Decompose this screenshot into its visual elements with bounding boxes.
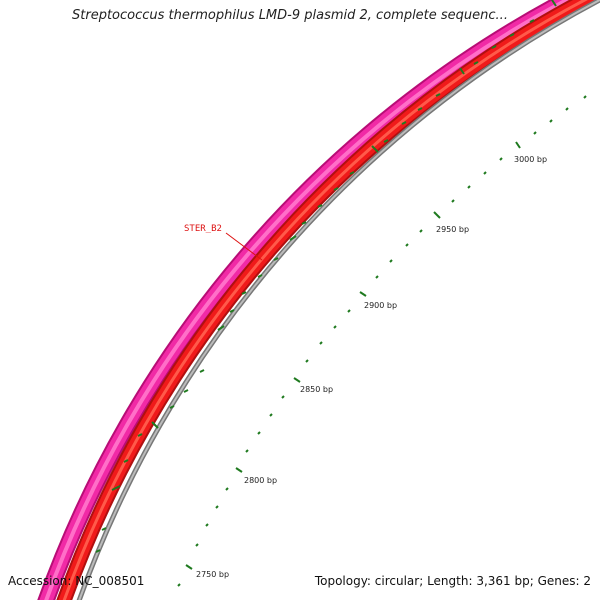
outer-tick bbox=[529, 19, 535, 23]
ruler-tick bbox=[257, 431, 261, 435]
ruler-tick bbox=[269, 413, 273, 417]
ruler-tick bbox=[565, 107, 569, 111]
ruler-tick bbox=[245, 449, 249, 453]
outer-tick bbox=[401, 121, 407, 125]
bp-tick-label-2800: 2800 bp bbox=[244, 476, 277, 485]
ruler-tick bbox=[419, 229, 423, 233]
ruler-tick bbox=[549, 119, 553, 123]
ruler-tick bbox=[305, 359, 309, 363]
outer-tick bbox=[417, 107, 423, 111]
outer-tick bbox=[301, 221, 307, 225]
outer-tick bbox=[217, 325, 225, 331]
backbone-ring bbox=[76, 0, 600, 600]
ruler-tick bbox=[281, 395, 285, 399]
ruler-tick bbox=[359, 291, 367, 297]
ruler-tick bbox=[185, 564, 193, 570]
ruler-tick bbox=[467, 185, 471, 189]
ruler-tick bbox=[451, 199, 455, 203]
outer-tick bbox=[241, 291, 247, 295]
ruler-tick bbox=[483, 171, 487, 175]
bp-tick-label-2950: 2950 bp bbox=[436, 225, 469, 234]
outer-tick bbox=[229, 309, 235, 313]
ruler-tick bbox=[405, 243, 409, 247]
feature-label[interactable]: STER_B2 bbox=[184, 224, 222, 234]
outer-tick bbox=[137, 433, 143, 437]
ruler-tick bbox=[177, 583, 181, 587]
outer-tick bbox=[101, 527, 107, 531]
outer-tick bbox=[509, 33, 515, 37]
outer-tick-marks bbox=[95, 0, 557, 553]
feature-ring-inner[interactable] bbox=[58, 0, 600, 600]
ruler-tick bbox=[389, 259, 393, 263]
outer-tick bbox=[349, 171, 355, 175]
feature-ring-outer[interactable] bbox=[39, 0, 590, 600]
feature-ring-inner-highlight bbox=[62, 0, 588, 600]
outer-tick bbox=[383, 139, 389, 143]
outer-tick bbox=[95, 549, 101, 553]
outer-tick bbox=[459, 67, 465, 75]
outer-tick bbox=[257, 274, 263, 278]
bp-tick-label-2750: 2750 bp bbox=[196, 570, 229, 579]
ruler-tick bbox=[433, 211, 441, 219]
outer-tick bbox=[123, 459, 129, 463]
feature-ring-outer-edge bbox=[37, 0, 586, 600]
ruler-tick bbox=[347, 309, 351, 313]
map-title: Streptococcus thermophilus LMD-9 plasmid… bbox=[72, 8, 508, 23]
ruler-tick bbox=[499, 157, 503, 161]
feature-ring-outer-highlight bbox=[44, 0, 572, 600]
outer-tick bbox=[289, 235, 297, 241]
outer-tick bbox=[183, 389, 189, 393]
outer-tick bbox=[473, 61, 479, 65]
outer-tick bbox=[435, 93, 441, 97]
inner-ruler-ticks bbox=[177, 95, 587, 587]
topology-info: Topology: circular; Length: 3,361 bp; Ge… bbox=[314, 574, 591, 588]
backbone-ring-highlight bbox=[78, 0, 600, 600]
feature-ring-inner-edge bbox=[56, 0, 600, 600]
feature-label-leader bbox=[225, 232, 263, 261]
outer-tick bbox=[333, 187, 339, 191]
ruler-tick bbox=[319, 341, 323, 345]
outer-tick bbox=[273, 257, 279, 261]
outer-tick bbox=[169, 405, 175, 409]
ruler-tick bbox=[225, 487, 229, 491]
ruler-tick bbox=[205, 523, 209, 527]
ruler-tick bbox=[195, 543, 199, 547]
ruler-tick bbox=[235, 467, 243, 473]
outer-tick bbox=[111, 485, 121, 491]
ruler-tick bbox=[375, 275, 379, 279]
ruler-tick bbox=[515, 141, 521, 149]
ruler-tick bbox=[293, 377, 301, 383]
outer-tick bbox=[317, 204, 323, 208]
ruler-tick bbox=[533, 131, 537, 135]
outer-tick bbox=[371, 145, 379, 153]
outer-tick bbox=[199, 369, 205, 373]
outer-tick bbox=[491, 45, 497, 49]
outer-tick bbox=[551, 0, 557, 7]
outer-tick bbox=[151, 421, 159, 429]
ruler-tick bbox=[583, 95, 587, 99]
ruler-tick bbox=[333, 325, 337, 329]
bp-tick-label-3000: 3000 bp bbox=[514, 155, 547, 164]
accession-label: Accession: NC_008501 bbox=[8, 574, 145, 588]
ruler-tick bbox=[215, 505, 219, 509]
bp-tick-label-2850: 2850 bp bbox=[300, 385, 333, 394]
bp-tick-label-2900: 2900 bp bbox=[364, 301, 397, 310]
